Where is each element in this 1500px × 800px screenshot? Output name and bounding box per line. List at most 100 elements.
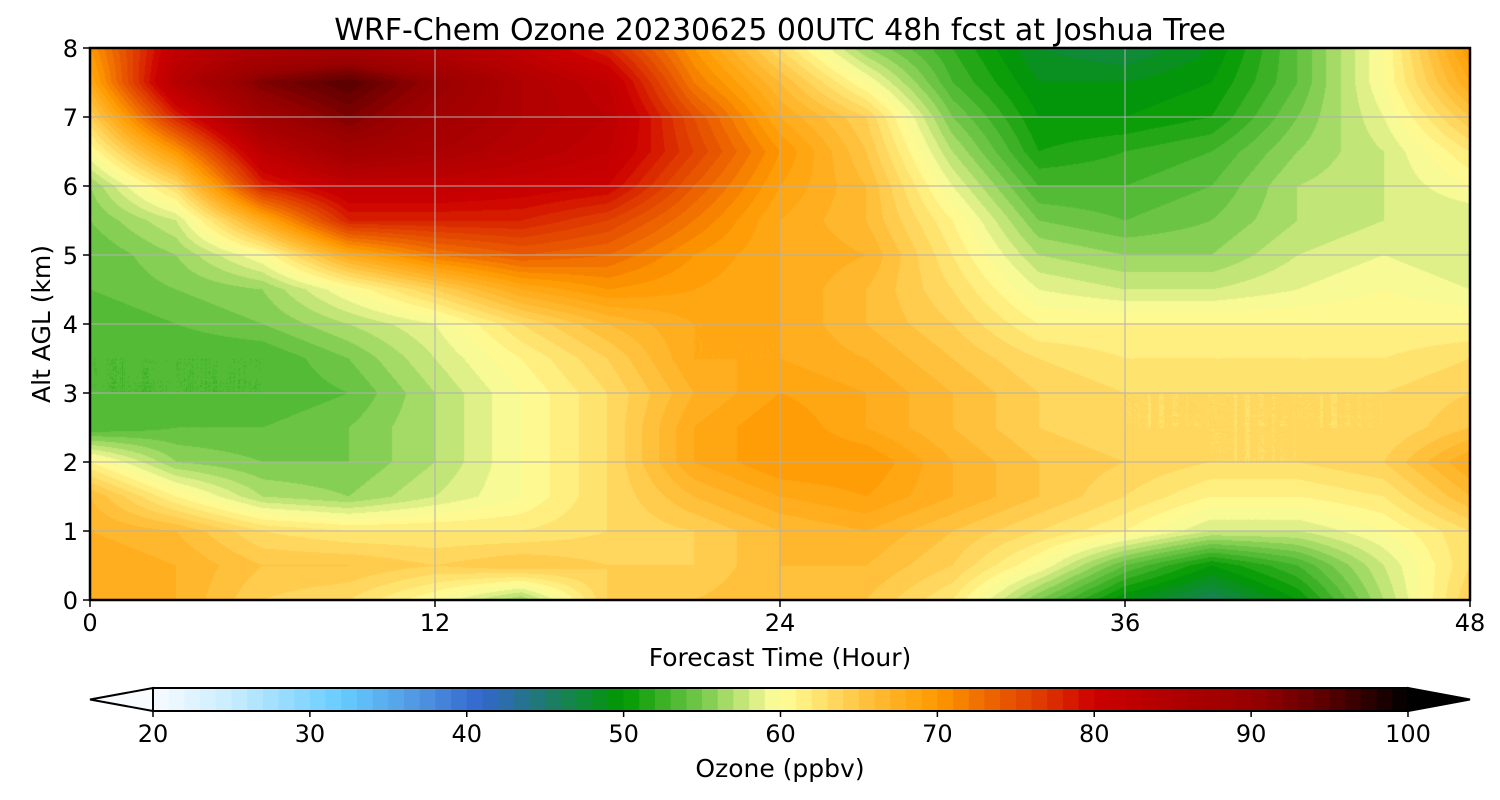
x-tick-label: 0 <box>82 609 97 637</box>
colorbar-level <box>435 688 452 711</box>
colorbar-tick-label: 40 <box>451 720 482 748</box>
colorbar-tick-label: 60 <box>765 720 796 748</box>
colorbar-level <box>1345 688 1362 711</box>
colorbar-level <box>498 688 515 711</box>
colorbar-level <box>1047 688 1064 711</box>
colorbar-tick-label: 100 <box>1385 720 1431 748</box>
colorbar-level <box>576 688 593 711</box>
colorbar-level <box>1109 688 1127 711</box>
colorbar-level <box>1376 688 1393 711</box>
colorbar-level <box>749 688 766 711</box>
colorbar-level <box>404 688 421 711</box>
colorbar-level <box>482 688 499 711</box>
colorbar-level <box>639 688 656 711</box>
colorbar-level <box>953 688 970 711</box>
gridlines <box>89 47 1471 601</box>
colorbar-level <box>200 688 217 711</box>
colorbar-level <box>1031 688 1048 711</box>
colorbar-level <box>247 688 264 711</box>
colorbar-level <box>451 688 468 711</box>
colorbar-tick-label: 80 <box>1079 720 1110 748</box>
colorbar: 20 30 40 50 60 70 80 90 100 <box>89 686 1471 748</box>
y-axis: 0 1 2 3 4 5 6 7 8 <box>63 35 90 615</box>
x-tick-label: 36 <box>1110 609 1141 637</box>
colorbar-level <box>325 688 342 711</box>
colorbar-level <box>623 688 640 711</box>
colorbar-level <box>1392 688 1409 711</box>
colorbar-level <box>670 688 687 711</box>
colorbar-level <box>702 688 719 711</box>
colorbar-level <box>1141 688 1158 711</box>
x-tick-label: 24 <box>765 609 796 637</box>
colorbar-level <box>1157 688 1174 711</box>
colorbar-level <box>466 688 484 711</box>
colorbar-level <box>545 688 562 711</box>
colorbar-level <box>513 688 531 711</box>
colorbar-level <box>1235 688 1252 711</box>
colorbar-level <box>1251 688 1268 711</box>
colorbar-tick-label: 50 <box>608 720 639 748</box>
colorbar-level <box>1298 688 1315 711</box>
colorbar-level <box>1062 688 1080 711</box>
colorbar-level <box>827 688 844 711</box>
colorbar-level <box>733 688 750 711</box>
y-tick-label: 4 <box>63 311 78 339</box>
colorbar-level <box>717 688 735 711</box>
y-tick-label: 3 <box>63 380 78 408</box>
colorbar-level <box>1329 688 1346 711</box>
colorbar-level <box>686 688 703 711</box>
colorbar-level <box>309 688 327 711</box>
colorbar-level <box>529 688 546 711</box>
colorbar-level <box>1266 688 1284 711</box>
colorbar-level <box>1188 688 1205 711</box>
colorbar-level <box>1282 688 1299 711</box>
colorbar-level <box>419 688 436 711</box>
x-tick-label: 48 <box>1455 609 1486 637</box>
colorbar-label: Ozone (ppbv) <box>695 754 864 783</box>
colorbar-level <box>1313 688 1331 711</box>
colorbar-level <box>607 688 625 711</box>
colorbar-level <box>592 688 609 711</box>
colorbar-level <box>1172 688 1189 711</box>
colorbar-level <box>874 688 891 711</box>
colorbar-level <box>388 688 405 711</box>
colorbar-level <box>984 688 1001 711</box>
colorbar-level <box>937 688 954 711</box>
colorbar-level <box>1078 688 1095 711</box>
colorbar-level <box>1000 688 1017 711</box>
colorbar-level <box>215 688 233 711</box>
colorbar-level <box>341 688 358 711</box>
colorbar-level <box>1125 688 1142 711</box>
colorbar-level <box>1204 688 1221 711</box>
y-tick-label: 6 <box>63 173 78 201</box>
y-tick-label: 7 <box>63 104 78 132</box>
colorbar-level <box>906 688 923 711</box>
y-tick-label: 0 <box>63 587 78 615</box>
colorbar-level <box>655 688 672 711</box>
colorbar-level <box>1360 688 1378 711</box>
colorbar-level <box>168 688 185 711</box>
colorbar-level <box>278 688 295 711</box>
colorbar-level <box>890 688 907 711</box>
y-tick-label: 8 <box>63 35 78 63</box>
colorbar-level <box>262 688 280 711</box>
colorbar-level <box>372 688 389 711</box>
colorbar-tick-label: 20 <box>138 720 169 748</box>
colorbar-level <box>184 688 201 711</box>
colorbar-level <box>1094 688 1111 711</box>
y-tick-label: 5 <box>63 242 78 270</box>
colorbar-level <box>843 688 860 711</box>
chart-title: WRF-Chem Ozone 20230625 00UTC 48h fcst a… <box>334 13 1226 48</box>
colorbar-level <box>780 688 797 711</box>
colorbar-level <box>560 688 578 711</box>
colorbar-extend-min-arrow <box>89 686 154 713</box>
colorbar-tick-label: 70 <box>922 720 953 748</box>
colorbar-level <box>968 688 986 711</box>
colorbar-level <box>153 688 170 711</box>
y-tick-label: 2 <box>63 449 78 477</box>
y-axis-label: Alt AGL (km) <box>27 245 56 403</box>
x-axis: 0 12 24 36 48 <box>82 600 1485 637</box>
colorbar-level <box>858 688 876 711</box>
colorbar-level <box>796 688 813 711</box>
